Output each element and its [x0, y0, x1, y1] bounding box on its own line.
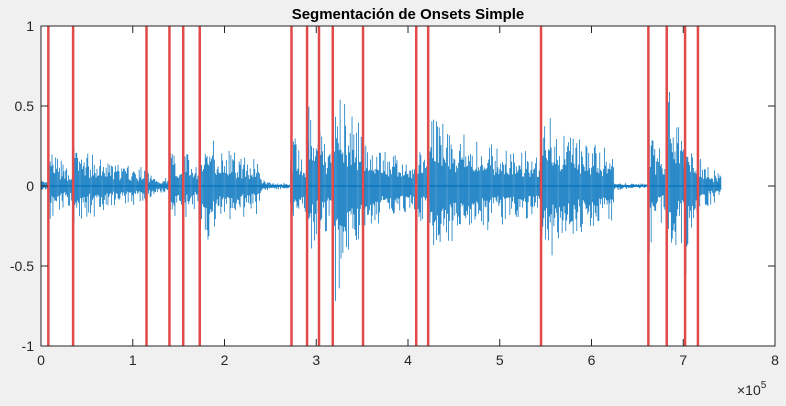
x-tick-label: 1 [129, 352, 137, 368]
x-exponent-base: ×10 [737, 382, 761, 398]
x-tick-label: 0 [37, 352, 45, 368]
x-tick-label: 2 [221, 352, 229, 368]
x-exponent-power: 5 [761, 380, 767, 391]
y-tick-label: -0.5 [10, 258, 34, 274]
x-tick-label: 8 [771, 352, 779, 368]
x-tick-label: 7 [679, 352, 687, 368]
y-tick-label: 0.5 [15, 98, 35, 114]
x-tick-label: 5 [496, 352, 504, 368]
tick-layer: 0 1 2 3 4 5 6 7 8 -1 -0.5 0 0.5 1 [10, 18, 779, 368]
x-exponent-label: ×105 [737, 380, 767, 398]
onset-lines-layer [47, 26, 700, 346]
x-tick-label: 3 [312, 352, 320, 368]
x-tick-label: 6 [588, 352, 596, 368]
y-tick-label: 1 [26, 18, 34, 34]
x-tick-label: 4 [404, 352, 412, 368]
chart-title: Segmentación de Onsets Simple [292, 6, 525, 23]
y-tick-label: -1 [22, 338, 35, 354]
y-tick-label: 0 [26, 178, 34, 194]
